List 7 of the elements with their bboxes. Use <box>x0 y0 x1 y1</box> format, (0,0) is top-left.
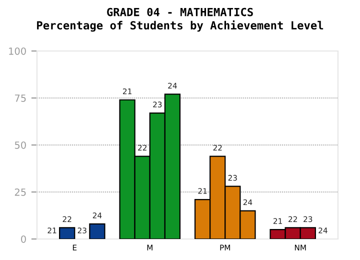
y-tick-label: 100 <box>9 47 26 55</box>
y-tick-label: 50 <box>14 141 26 149</box>
y-tick-label: 75 <box>15 94 26 102</box>
y-tick-label: 25 <box>14 188 26 196</box>
y-tick-label: 0 <box>21 235 26 243</box>
chart-subtitle: Percentage of Students by Achievement Level <box>37 20 324 32</box>
chart-title: GRADE 04 - MATHEMATICS <box>107 8 253 16</box>
